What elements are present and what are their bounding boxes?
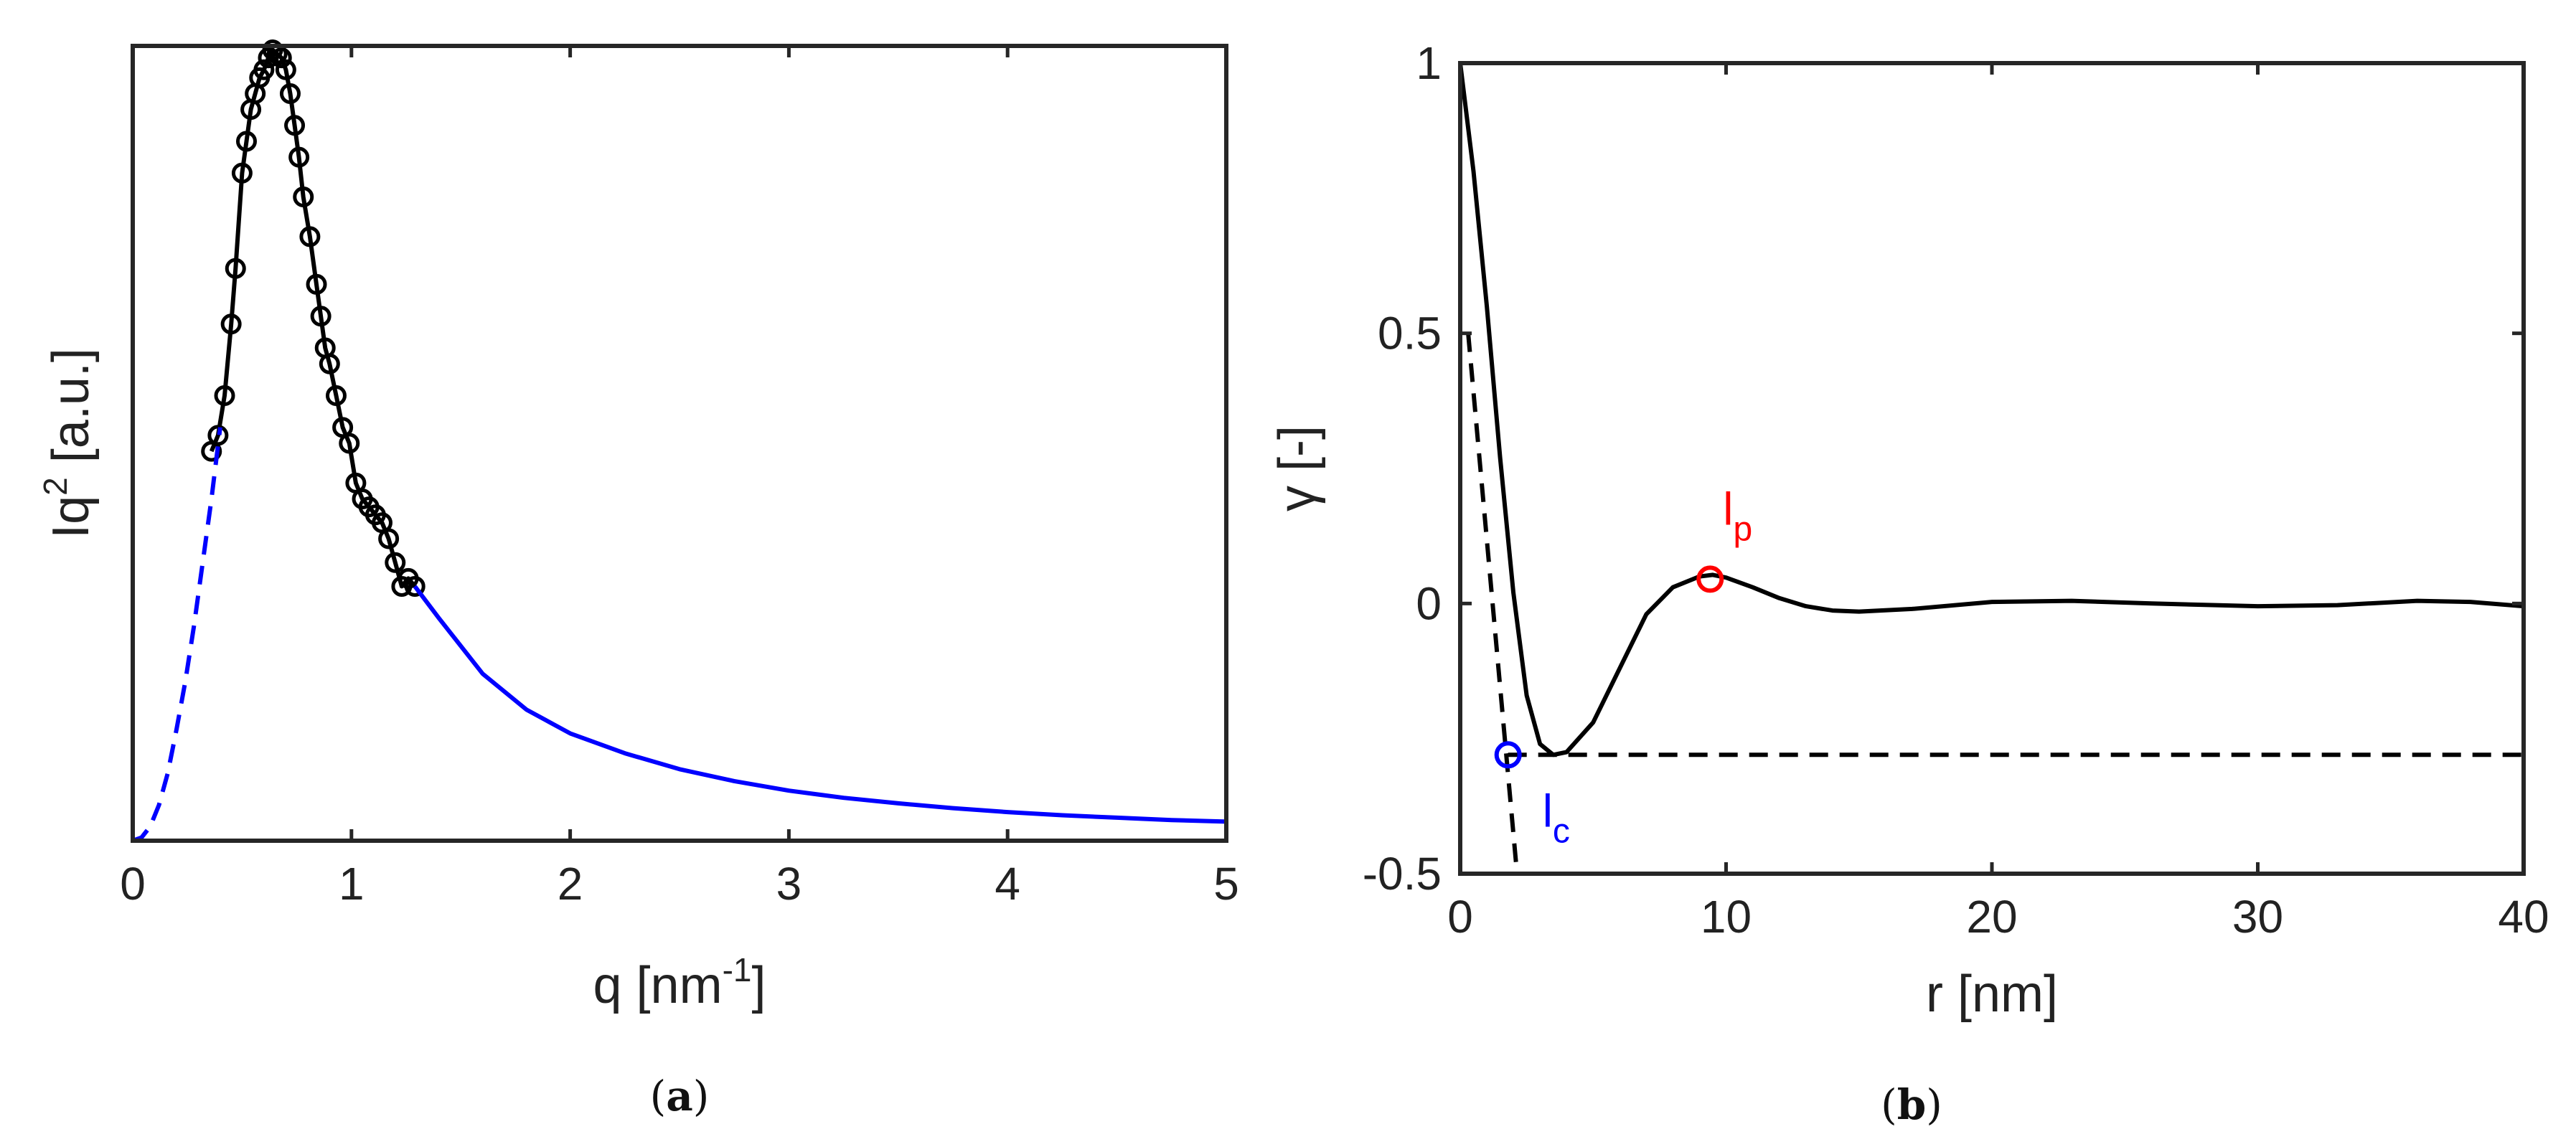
- panel-a-series-0-point: [235, 131, 257, 152]
- panel-a-series-0-point: [404, 575, 426, 597]
- panel-a-x-tick-label: 1: [339, 858, 365, 910]
- panel-a-series-0-point: [284, 115, 306, 136]
- panel-b-x-tick-label: 30: [2232, 891, 2283, 943]
- panel-a-plot-area: [131, 39, 1227, 843]
- panel-a-x-tick-label: 4: [995, 858, 1020, 910]
- panel-b-y-tick-label: 1: [1416, 37, 1442, 89]
- panel-b-x-axis-label: r [nm]: [1926, 966, 2058, 1023]
- panel-a-x-tick-label: 3: [776, 858, 802, 910]
- panel-b-y-tick-label: 0.5: [1378, 308, 1442, 359]
- panel-a-frame: [131, 44, 1228, 843]
- panel-a-series-0-point: [293, 187, 314, 208]
- panel-b-series-0-line: [1458, 62, 2524, 757]
- panel-b-plot-area: [1458, 62, 2524, 864]
- panel-a-series-0-point: [319, 353, 340, 374]
- panel-b-y-axis-label: γ [-]: [1269, 425, 1326, 511]
- panel-b-y-ticks: -0.5 0 0.5 1: [1363, 37, 2524, 900]
- panel-a-series-1-line: [131, 427, 222, 843]
- panel-a-series-0-point: [339, 433, 360, 454]
- panel-b-x-tick-label: 10: [1701, 891, 1752, 943]
- panel-b-y-tick-label: -0.5: [1363, 848, 1442, 900]
- panel-a-series-2-line: [413, 585, 1227, 824]
- panel-b-marker-p: [1696, 565, 1724, 593]
- panel-b-markers: lc lp: [1494, 483, 1752, 850]
- panel-a-series-0-point: [207, 425, 229, 446]
- panel-b-marker-label-c: lc: [1543, 785, 1570, 850]
- panel-a-series-0-point: [299, 226, 321, 247]
- panel-a-series-0-point: [214, 385, 235, 407]
- panel-b-x-tick-label: 20: [1966, 891, 2017, 943]
- panel-a-series-0-point: [271, 47, 292, 69]
- panel-a-series-0-point: [306, 273, 327, 295]
- panel-b-caption: (b): [1881, 1080, 1942, 1129]
- panel-a-x-tick-label: 2: [558, 858, 583, 910]
- panel-a-series-0-point: [288, 146, 310, 168]
- panel-a-x-tick-label: 5: [1213, 858, 1239, 910]
- panel-a-series-0-point: [275, 59, 296, 80]
- panel-a-y-axis-label: Iq2 [a.u.]: [37, 348, 100, 539]
- panel-a-series-0-point: [385, 552, 406, 573]
- panel-a-x-ticks: 0 1 2 3 4 5: [120, 46, 1239, 910]
- panel-a-caption: (a): [650, 1072, 710, 1120]
- panel-a-series-0-point: [231, 162, 253, 184]
- panel-a-series-0-point: [310, 306, 332, 327]
- panel-b-y-tick-label: 0: [1416, 577, 1442, 629]
- panel-b-x-tick-label: 0: [1447, 891, 1473, 943]
- panel-a-x-tick-label: 0: [120, 858, 146, 910]
- panel-b-series-1-line: [1466, 333, 1518, 864]
- panel-b-x-ticks: 0 10 20 30 40: [1447, 63, 2549, 943]
- panel-b-x-tick-label: 40: [2498, 891, 2549, 943]
- panel-b-marker-c: [1494, 741, 1522, 769]
- panel-a-x-axis-label: q [nm-1]: [593, 951, 766, 1014]
- panel-a-series-0-point: [325, 385, 347, 407]
- panel-a-series-0-point: [253, 59, 275, 80]
- panel-b-frame: [1458, 61, 2526, 876]
- panel-b-marker-label-p: lp: [1723, 483, 1752, 548]
- panel-a-series-0-point: [220, 313, 242, 335]
- panel-a-series-0-point: [378, 528, 400, 549]
- panel-a: 0 1 2 3 4 5 q [nm-1] Iq2 [a.u.] (a): [37, 39, 1239, 1120]
- panel-a-series-0-point: [225, 258, 246, 279]
- panel-a-series-0-point: [279, 82, 301, 104]
